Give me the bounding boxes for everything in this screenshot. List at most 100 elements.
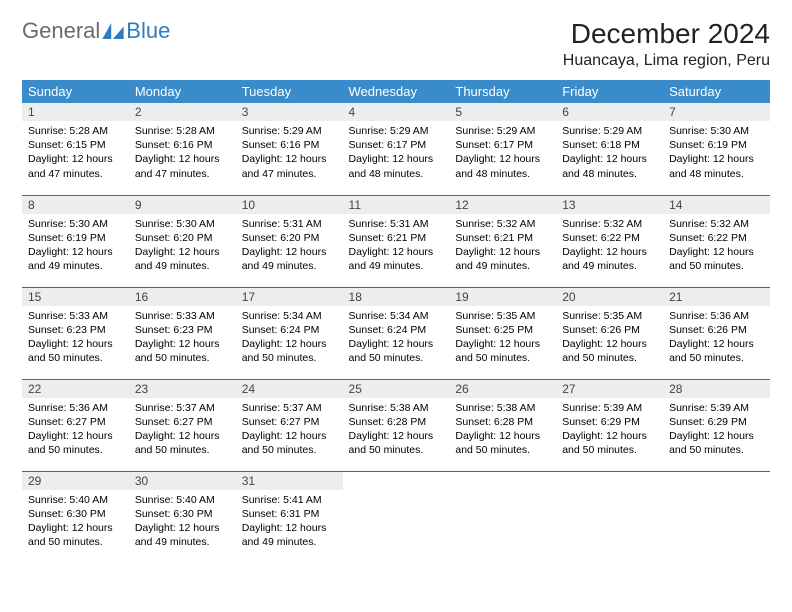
day-details: Sunrise: 5:39 AMSunset: 6:29 PMDaylight:…: [556, 398, 663, 462]
calendar-cell: 31Sunrise: 5:41 AMSunset: 6:31 PMDayligh…: [236, 471, 343, 563]
weekday-header: Friday: [556, 80, 663, 103]
calendar-cell: 7Sunrise: 5:30 AMSunset: 6:19 PMDaylight…: [663, 103, 770, 195]
day-number: 28: [663, 380, 770, 398]
day-details: Sunrise: 5:41 AMSunset: 6:31 PMDaylight:…: [236, 490, 343, 554]
day-details: Sunrise: 5:40 AMSunset: 6:30 PMDaylight:…: [129, 490, 236, 554]
day-details: Sunrise: 5:28 AMSunset: 6:15 PMDaylight:…: [22, 121, 129, 185]
day-number: 13: [556, 196, 663, 214]
day-details: Sunrise: 5:35 AMSunset: 6:26 PMDaylight:…: [556, 306, 663, 370]
weekday-header-row: Sunday Monday Tuesday Wednesday Thursday…: [22, 80, 770, 103]
day-details: Sunrise: 5:29 AMSunset: 6:18 PMDaylight:…: [556, 121, 663, 185]
calendar-cell: 5Sunrise: 5:29 AMSunset: 6:17 PMDaylight…: [449, 103, 556, 195]
logo-text-blue: Blue: [126, 18, 170, 44]
calendar-cell: [556, 471, 663, 563]
month-title: December 2024: [563, 18, 770, 50]
calendar-row: 8Sunrise: 5:30 AMSunset: 6:19 PMDaylight…: [22, 195, 770, 287]
calendar-cell: 14Sunrise: 5:32 AMSunset: 6:22 PMDayligh…: [663, 195, 770, 287]
day-details: Sunrise: 5:32 AMSunset: 6:22 PMDaylight:…: [663, 214, 770, 278]
day-details: Sunrise: 5:39 AMSunset: 6:29 PMDaylight:…: [663, 398, 770, 462]
calendar-cell: 1Sunrise: 5:28 AMSunset: 6:15 PMDaylight…: [22, 103, 129, 195]
day-number: 15: [22, 288, 129, 306]
logo: General Blue: [22, 18, 170, 44]
calendar-cell: 20Sunrise: 5:35 AMSunset: 6:26 PMDayligh…: [556, 287, 663, 379]
weekday-header: Monday: [129, 80, 236, 103]
day-details: Sunrise: 5:31 AMSunset: 6:20 PMDaylight:…: [236, 214, 343, 278]
day-details: Sunrise: 5:33 AMSunset: 6:23 PMDaylight:…: [22, 306, 129, 370]
day-number: 12: [449, 196, 556, 214]
day-details: Sunrise: 5:36 AMSunset: 6:27 PMDaylight:…: [22, 398, 129, 462]
day-number: 9: [129, 196, 236, 214]
calendar-cell: [343, 471, 450, 563]
day-details: Sunrise: 5:35 AMSunset: 6:25 PMDaylight:…: [449, 306, 556, 370]
day-details: Sunrise: 5:37 AMSunset: 6:27 PMDaylight:…: [129, 398, 236, 462]
day-number: 22: [22, 380, 129, 398]
weekday-header: Saturday: [663, 80, 770, 103]
title-block: December 2024 Huancaya, Lima region, Per…: [563, 18, 770, 70]
weekday-header: Wednesday: [343, 80, 450, 103]
day-number: 11: [343, 196, 450, 214]
day-details: Sunrise: 5:38 AMSunset: 6:28 PMDaylight:…: [449, 398, 556, 462]
day-details: Sunrise: 5:38 AMSunset: 6:28 PMDaylight:…: [343, 398, 450, 462]
calendar-cell: 11Sunrise: 5:31 AMSunset: 6:21 PMDayligh…: [343, 195, 450, 287]
calendar-cell: 9Sunrise: 5:30 AMSunset: 6:20 PMDaylight…: [129, 195, 236, 287]
day-number: 3: [236, 103, 343, 121]
day-details: Sunrise: 5:40 AMSunset: 6:30 PMDaylight:…: [22, 490, 129, 554]
day-number: 19: [449, 288, 556, 306]
day-number: 25: [343, 380, 450, 398]
day-number: 31: [236, 472, 343, 490]
day-number: 18: [343, 288, 450, 306]
day-details: Sunrise: 5:33 AMSunset: 6:23 PMDaylight:…: [129, 306, 236, 370]
day-number: 6: [556, 103, 663, 121]
calendar-row: 22Sunrise: 5:36 AMSunset: 6:27 PMDayligh…: [22, 379, 770, 471]
day-details: Sunrise: 5:34 AMSunset: 6:24 PMDaylight:…: [236, 306, 343, 370]
calendar-cell: 3Sunrise: 5:29 AMSunset: 6:16 PMDaylight…: [236, 103, 343, 195]
calendar-cell: 21Sunrise: 5:36 AMSunset: 6:26 PMDayligh…: [663, 287, 770, 379]
calendar-cell: 26Sunrise: 5:38 AMSunset: 6:28 PMDayligh…: [449, 379, 556, 471]
day-details: Sunrise: 5:30 AMSunset: 6:19 PMDaylight:…: [663, 121, 770, 185]
day-number: 23: [129, 380, 236, 398]
day-number: 5: [449, 103, 556, 121]
day-number: 2: [129, 103, 236, 121]
day-number: 14: [663, 196, 770, 214]
calendar-cell: 8Sunrise: 5:30 AMSunset: 6:19 PMDaylight…: [22, 195, 129, 287]
calendar-cell: 22Sunrise: 5:36 AMSunset: 6:27 PMDayligh…: [22, 379, 129, 471]
day-number: 24: [236, 380, 343, 398]
day-details: Sunrise: 5:29 AMSunset: 6:16 PMDaylight:…: [236, 121, 343, 185]
calendar-cell: 24Sunrise: 5:37 AMSunset: 6:27 PMDayligh…: [236, 379, 343, 471]
day-details: Sunrise: 5:28 AMSunset: 6:16 PMDaylight:…: [129, 121, 236, 185]
day-number: 30: [129, 472, 236, 490]
day-details: Sunrise: 5:32 AMSunset: 6:22 PMDaylight:…: [556, 214, 663, 278]
calendar-cell: 19Sunrise: 5:35 AMSunset: 6:25 PMDayligh…: [449, 287, 556, 379]
day-details: Sunrise: 5:37 AMSunset: 6:27 PMDaylight:…: [236, 398, 343, 462]
calendar-table: Sunday Monday Tuesday Wednesday Thursday…: [22, 80, 770, 563]
day-details: Sunrise: 5:30 AMSunset: 6:19 PMDaylight:…: [22, 214, 129, 278]
calendar-cell: [663, 471, 770, 563]
calendar-cell: 15Sunrise: 5:33 AMSunset: 6:23 PMDayligh…: [22, 287, 129, 379]
sail-icon: [102, 23, 124, 39]
calendar-cell: 30Sunrise: 5:40 AMSunset: 6:30 PMDayligh…: [129, 471, 236, 563]
calendar-cell: 27Sunrise: 5:39 AMSunset: 6:29 PMDayligh…: [556, 379, 663, 471]
calendar-cell: 4Sunrise: 5:29 AMSunset: 6:17 PMDaylight…: [343, 103, 450, 195]
day-details: Sunrise: 5:29 AMSunset: 6:17 PMDaylight:…: [449, 121, 556, 185]
logo-text-general: General: [22, 18, 100, 44]
header: General Blue December 2024 Huancaya, Lim…: [22, 18, 770, 70]
day-number: 27: [556, 380, 663, 398]
weekday-header: Sunday: [22, 80, 129, 103]
day-number: 17: [236, 288, 343, 306]
day-details: Sunrise: 5:36 AMSunset: 6:26 PMDaylight:…: [663, 306, 770, 370]
calendar-cell: 23Sunrise: 5:37 AMSunset: 6:27 PMDayligh…: [129, 379, 236, 471]
calendar-cell: 2Sunrise: 5:28 AMSunset: 6:16 PMDaylight…: [129, 103, 236, 195]
day-number: 20: [556, 288, 663, 306]
day-number: 1: [22, 103, 129, 121]
calendar-cell: 18Sunrise: 5:34 AMSunset: 6:24 PMDayligh…: [343, 287, 450, 379]
day-details: Sunrise: 5:32 AMSunset: 6:21 PMDaylight:…: [449, 214, 556, 278]
day-details: Sunrise: 5:34 AMSunset: 6:24 PMDaylight:…: [343, 306, 450, 370]
calendar-cell: 12Sunrise: 5:32 AMSunset: 6:21 PMDayligh…: [449, 195, 556, 287]
location-label: Huancaya, Lima region, Peru: [563, 52, 770, 70]
calendar-row: 29Sunrise: 5:40 AMSunset: 6:30 PMDayligh…: [22, 471, 770, 563]
day-details: Sunrise: 5:31 AMSunset: 6:21 PMDaylight:…: [343, 214, 450, 278]
day-number: 10: [236, 196, 343, 214]
day-number: 16: [129, 288, 236, 306]
calendar-cell: 17Sunrise: 5:34 AMSunset: 6:24 PMDayligh…: [236, 287, 343, 379]
calendar-cell: 6Sunrise: 5:29 AMSunset: 6:18 PMDaylight…: [556, 103, 663, 195]
